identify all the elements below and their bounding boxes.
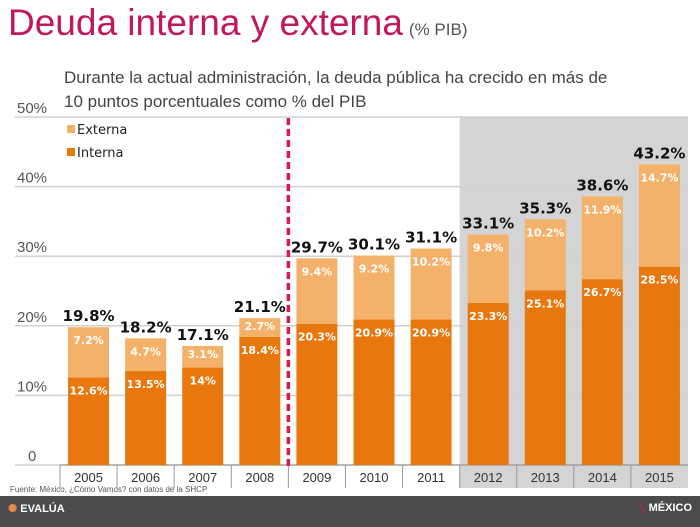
data-label-externa: 4.7% [130, 345, 161, 358]
bar-externa [296, 258, 338, 324]
legend-label: Interna [77, 146, 124, 161]
data-label-externa: 9.4% [302, 265, 333, 278]
bar-externa [125, 338, 167, 372]
bar-interna [239, 336, 281, 465]
x-tick-label: 2014 [588, 470, 617, 485]
bar-interna [638, 266, 680, 465]
bar-interna [125, 371, 167, 465]
bar-externa [410, 248, 452, 320]
y-tick-label: 20% [17, 309, 47, 326]
bar-interna [182, 367, 224, 465]
data-label-externa: 11.9% [583, 203, 621, 216]
data-label-total: 29.7% [291, 238, 343, 256]
data-label-total: 18.2% [120, 318, 172, 336]
bar-externa [68, 327, 110, 378]
x-tick-label: 2008 [245, 470, 274, 485]
bar-externa [239, 318, 281, 337]
bar-externa [638, 164, 680, 267]
data-label-total: 35.3% [519, 199, 571, 217]
data-label-interna: 25.1% [526, 297, 564, 310]
data-label-total: 30.1% [348, 236, 400, 254]
data-label-total: 21.1% [234, 298, 286, 316]
legend-label: Externa [77, 123, 127, 138]
x-tick-label: 2011 [417, 470, 445, 485]
y-tick-label: 10% [17, 378, 47, 395]
legend-swatch [67, 125, 75, 133]
x-tick-label: 2007 [188, 470, 217, 485]
data-label-interna: 20.9% [412, 327, 450, 340]
data-label-total: 17.1% [177, 326, 229, 344]
data-label-externa: 2.7% [245, 320, 276, 333]
bar-externa [182, 345, 224, 368]
data-label-interna: 12.6% [69, 384, 107, 397]
data-label-interna: 20.3% [298, 331, 336, 344]
data-label-interna: 23.3% [469, 310, 507, 323]
title-unit: (% PIB) [408, 20, 468, 39]
page-title: Deuda interna y externa (% PIB) [8, 2, 467, 44]
x-tick-label: 2010 [360, 470, 389, 485]
data-label-externa: 9.8% [473, 242, 504, 255]
data-label-interna: 18.4% [241, 344, 279, 357]
footer: ✺ EVALÚA ╲ MÉXICO [0, 496, 700, 527]
x-tick-label: 2009 [302, 470, 331, 485]
data-label-interna: 26.7% [583, 286, 621, 299]
source-note: Fuente: México, ¿Cómo Vamos? con datos d… [10, 485, 208, 494]
data-label-total: 19.8% [63, 307, 115, 325]
bar-interna [410, 319, 452, 465]
bar-interna [524, 290, 566, 465]
data-label-externa: 9.2% [359, 263, 390, 276]
x-tick-label: 2005 [74, 470, 103, 485]
x-tick-label: 2006 [131, 470, 160, 485]
bar-interna [296, 323, 338, 465]
y-tick-label: 30% [17, 239, 47, 256]
y-tick-label: 40% [17, 170, 47, 187]
data-label-total: 38.6% [576, 176, 628, 194]
data-label-interna: 13.5% [127, 378, 165, 391]
y-tick-label: 50% [17, 100, 47, 117]
bar-externa [467, 234, 509, 303]
legend-swatch [67, 148, 75, 156]
data-label-interna: 28.5% [640, 274, 678, 287]
mexico-evalua-logo: ✺ EVALÚA [8, 503, 65, 515]
title-text: Deuda interna y externa [8, 2, 403, 43]
bar-interna [581, 279, 623, 465]
bar-interna [353, 319, 395, 465]
data-label-externa: 10.2% [526, 226, 564, 239]
bar-externa [524, 219, 566, 291]
chart: 0 10% 20% 30% 40% 50% 2005 12.6% 7.2% 19.8% 2006 13… [15, 100, 688, 488]
mexico-como-vamos-logo: ╲ MÉXICO [638, 502, 692, 514]
bar-externa [353, 255, 395, 320]
data-label-externa: 7.2% [73, 334, 104, 347]
data-label-externa: 10.2% [412, 256, 450, 269]
data-label-interna: 20.9% [355, 327, 393, 340]
data-label-total: 31.1% [405, 229, 457, 247]
subtitle: Durante la actual administración, la deu… [64, 68, 608, 111]
bar-interna [68, 377, 110, 465]
x-tick-label: 2015 [645, 470, 674, 485]
data-label-total: 33.1% [462, 215, 514, 233]
x-tick-label: 2013 [531, 470, 560, 485]
data-label-total: 43.2% [633, 144, 685, 162]
data-label-externa: 14.7% [640, 171, 678, 184]
bar-interna [467, 302, 509, 465]
bar-externa [581, 196, 623, 280]
y-tick-label: 0 [28, 448, 36, 465]
data-label-interna: 14% [190, 375, 216, 388]
x-tick-label: 2012 [474, 470, 503, 485]
data-label-externa: 3.1% [187, 348, 218, 361]
